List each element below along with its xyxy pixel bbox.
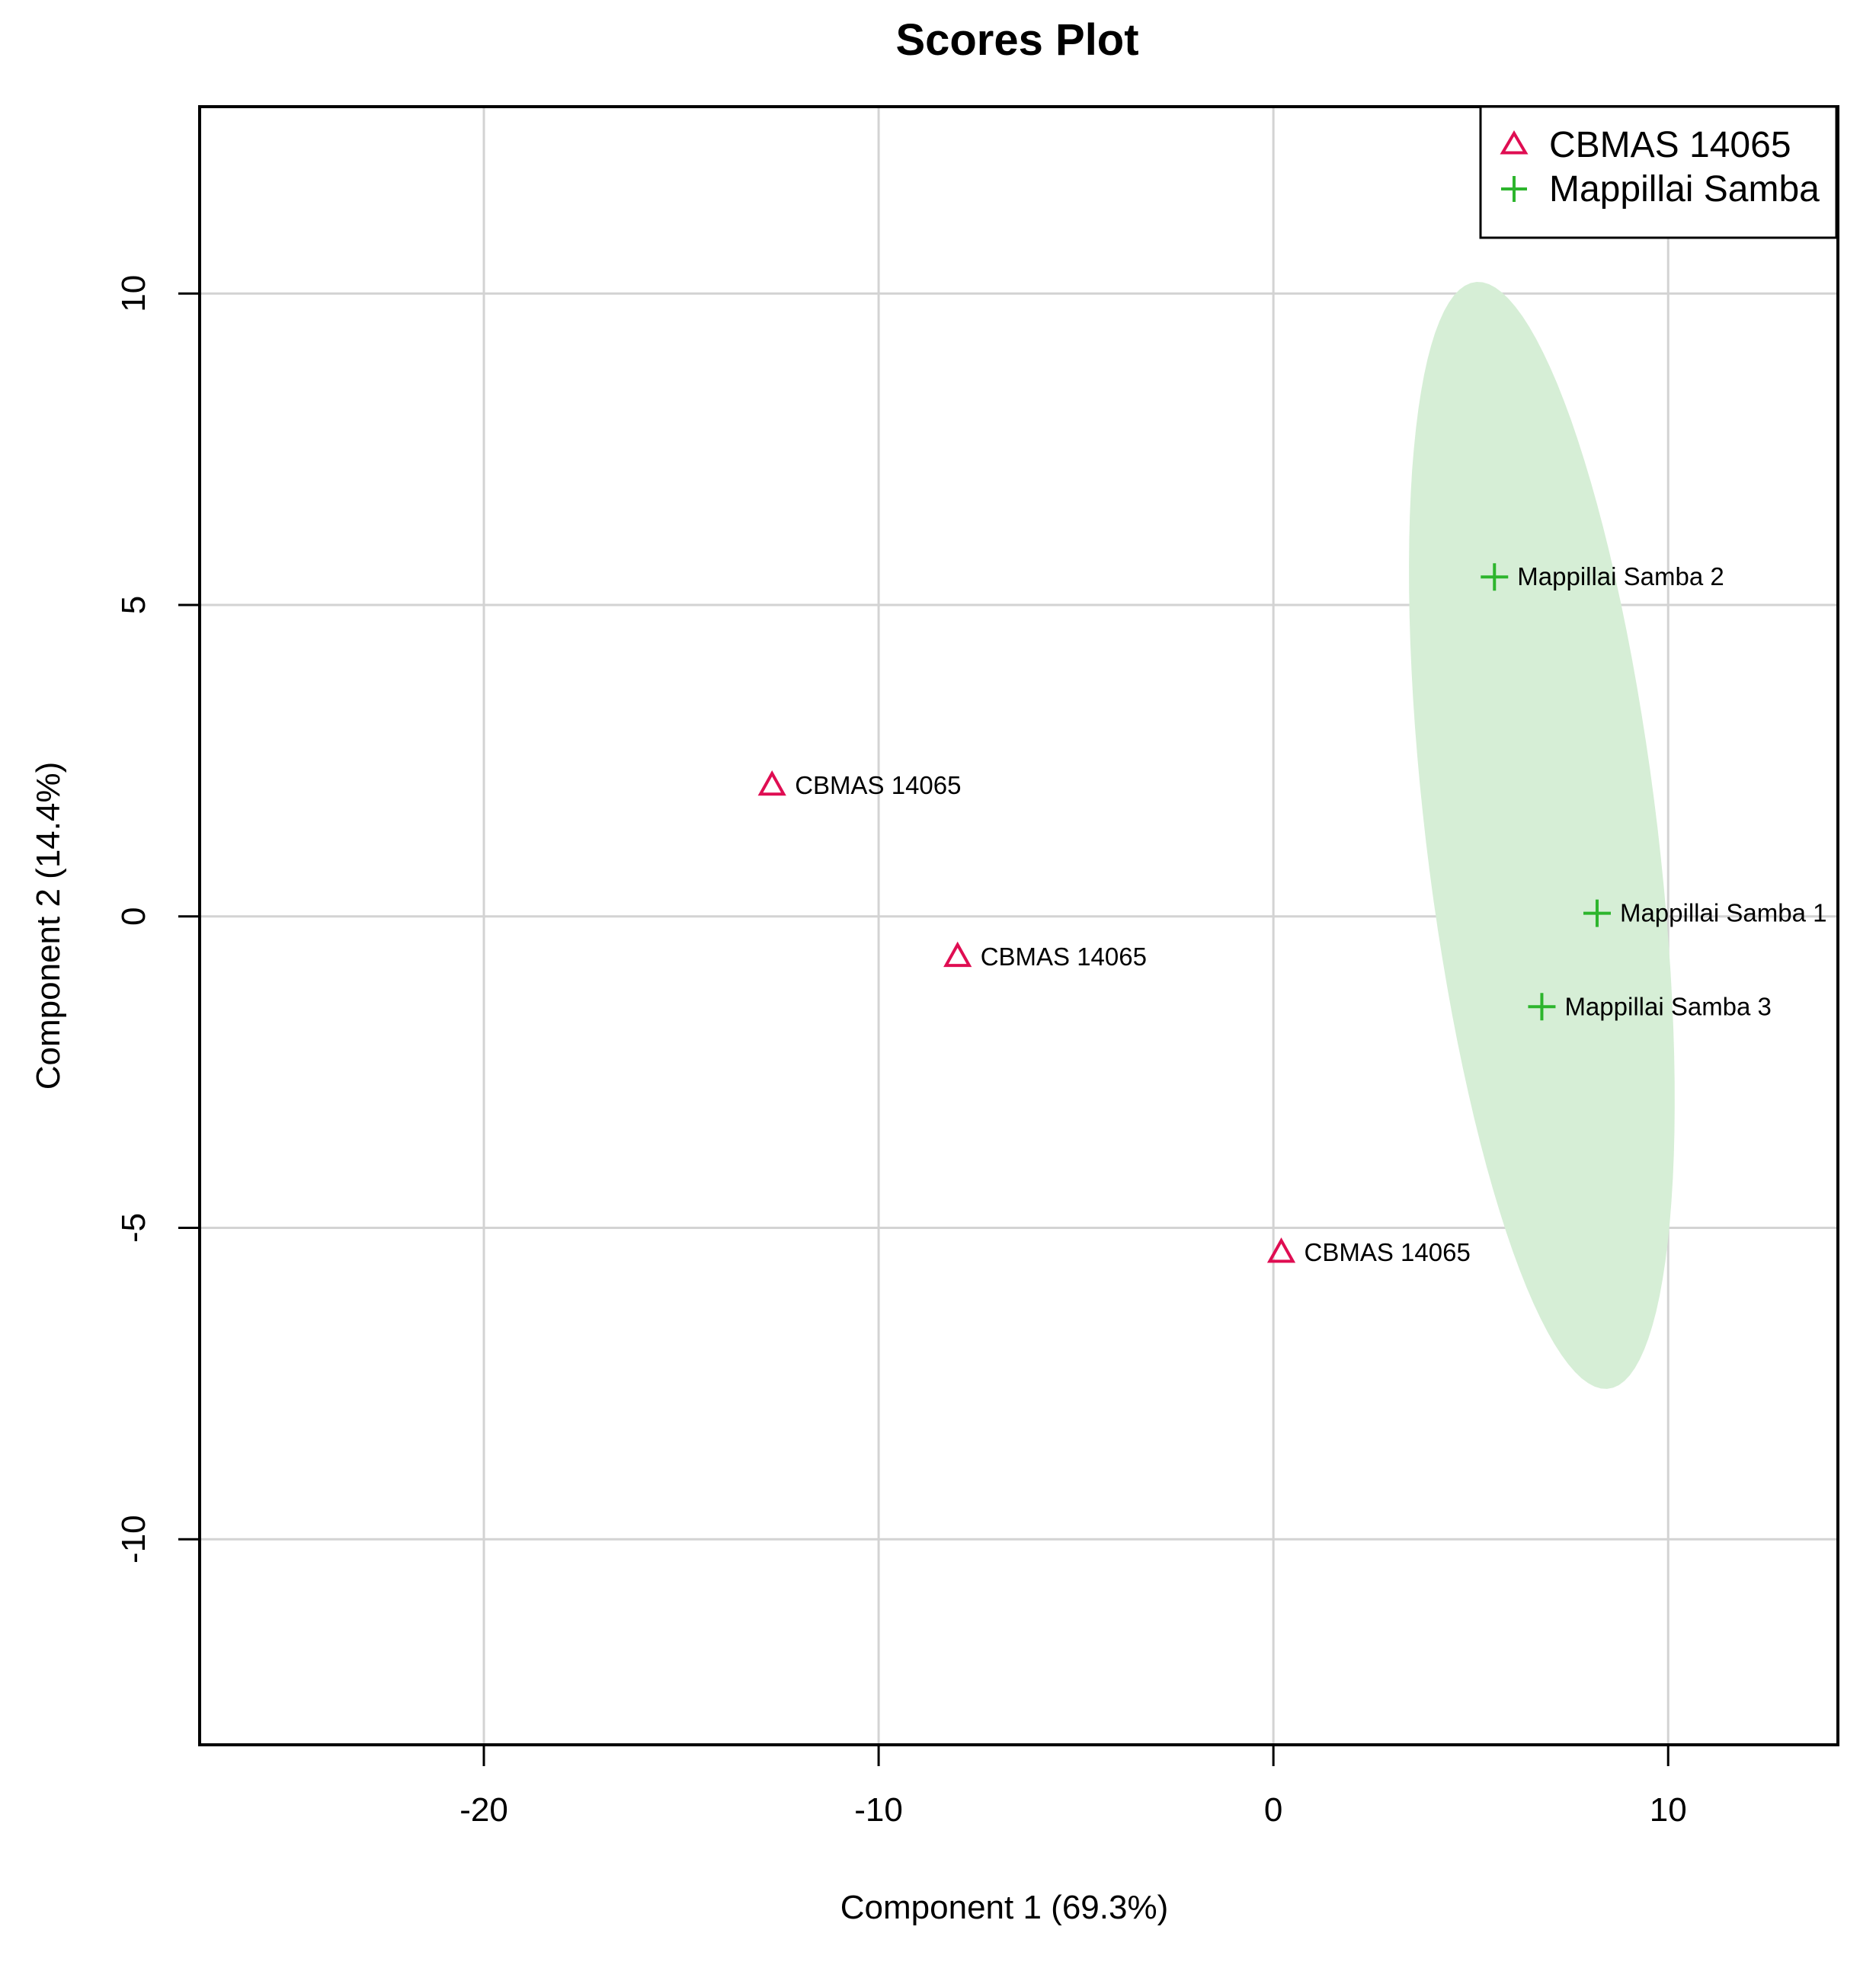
x-tick-label: -10 — [854, 1791, 903, 1829]
legend-entry-label: Mappillai Samba — [1549, 169, 1820, 210]
x-gridlines — [482, 107, 1670, 1745]
triangle-marker — [757, 770, 786, 796]
y-axis: -10 -5 0 5 10 — [115, 275, 200, 1563]
y-tick-label: -10 — [115, 1515, 152, 1563]
point-label: CBMAS 14065 — [981, 942, 1147, 971]
triangle-marker — [943, 941, 972, 968]
x-tick-label: -20 — [459, 1791, 508, 1829]
y-tick-label: 0 — [115, 907, 152, 925]
point-label: CBMAS 14065 — [1305, 1238, 1471, 1266]
legend-box — [1479, 105, 1838, 239]
y-axis-label: Component 2 (14.4%) — [30, 762, 67, 1090]
confidence-ellipse — [1409, 282, 1675, 1389]
point-label: CBMAS 14065 — [795, 771, 961, 799]
y-tick-label: 5 — [115, 596, 152, 614]
x-tick-label: 0 — [1264, 1791, 1282, 1829]
point-label: Mappillai Samba 3 — [1564, 992, 1771, 1020]
triangle-marker — [1266, 1237, 1296, 1263]
y-tick-label: -5 — [115, 1213, 152, 1243]
plot-border — [198, 105, 1839, 1746]
point-label: Mappillai Samba 1 — [1620, 899, 1826, 927]
chart-title: Scores Plot — [895, 15, 1138, 65]
legend-plus-icon — [1501, 176, 1527, 202]
point-label: Mappillai Samba 2 — [1517, 562, 1724, 590]
x-tick-label: 10 — [1650, 1791, 1687, 1829]
x-axis-label: Component 1 (69.3%) — [840, 1889, 1168, 1926]
legend-entry-label: CBMAS 14065 — [1549, 125, 1791, 165]
plus-marker — [1528, 993, 1556, 1021]
data-points: CBMAS 14065 CBMAS 14065 CBMAS 14065 Mappill… — [757, 562, 1826, 1266]
legend-triangle-icon — [1500, 130, 1529, 155]
x-axis: -20 -10 0 10 — [459, 1745, 1687, 1829]
y-tick-label: 10 — [115, 275, 152, 312]
plus-marker — [1583, 899, 1611, 927]
confidence-ellipses — [1409, 282, 1675, 1389]
plus-marker — [1481, 563, 1509, 591]
